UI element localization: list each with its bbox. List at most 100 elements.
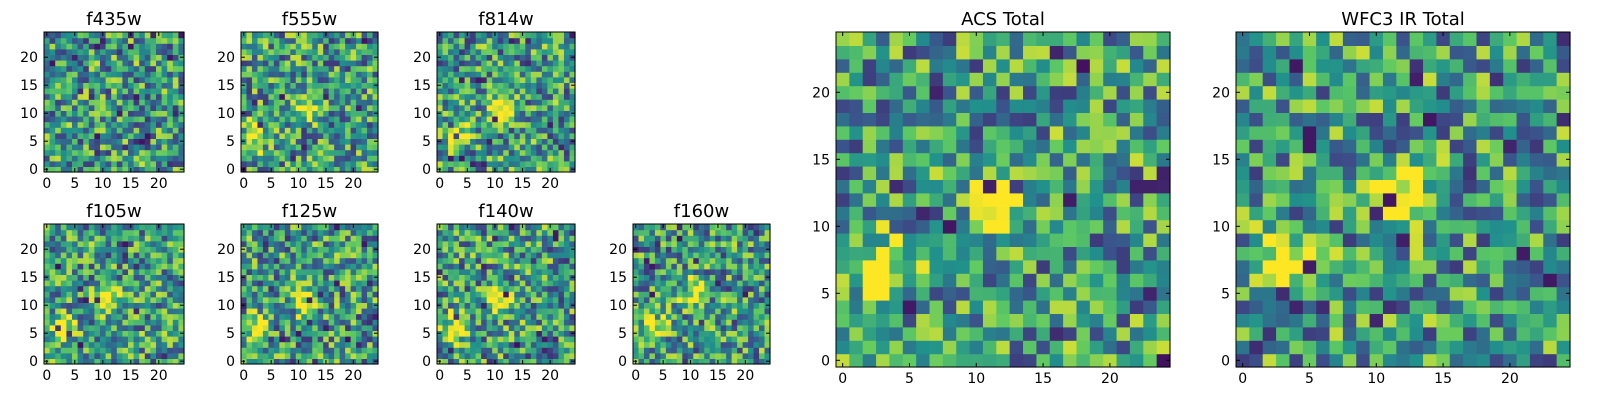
heatmap-cell [133,313,140,320]
heatmap-cell [284,257,291,264]
heatmap-cell [737,235,744,242]
heatmap-cell [929,273,944,288]
heatmap-cell [1143,179,1158,194]
heatmap-cell [167,224,174,231]
heatmap-cell [279,48,286,55]
heatmap-cell [100,308,107,315]
heatmap-cell [1036,246,1051,261]
heatmap-cell [44,341,51,348]
heatmap-cell [161,308,168,315]
heatmap-cell [558,347,565,354]
heatmap-cell [475,229,482,236]
heatmap-cell [643,296,651,303]
heatmap-cell [541,358,548,365]
heatmap-cell [144,54,151,61]
heatmap-cell [649,336,656,343]
heatmap-cell [558,160,565,167]
heatmap-cell [737,324,744,331]
heatmap-cell [541,71,548,78]
heatmap-cell [459,313,466,320]
heatmap-cell [547,268,554,275]
heatmap-cell [262,240,269,247]
heatmap-cell [665,313,672,320]
heatmap-cell [111,43,118,50]
heatmap-cell [356,76,363,83]
heatmap-cell [83,32,90,39]
heatmap-cell [83,160,90,167]
heatmap-cell [372,308,379,315]
heatmap-cell [503,127,510,134]
heatmap-cell [503,341,510,348]
heatmap-cell [558,235,565,242]
heatmap-cell [1009,300,1024,314]
heatmap-cell [682,285,689,292]
heatmap-cell [116,82,123,89]
heatmap-cell [161,166,168,173]
heatmap-cell [350,319,357,326]
heatmap-cell [753,302,760,309]
heatmap-cell [367,319,374,326]
heatmap-cell [251,60,259,67]
heatmap-cell [156,144,163,151]
heatmap-cell [514,48,521,55]
heatmap-cell [876,273,891,288]
heatmap-cell [442,252,449,259]
heatmap-cell [323,127,330,134]
heatmap-cell [273,121,280,128]
heatmap-cell [111,88,118,95]
heatmap-cell [251,110,259,117]
heatmap-cell [290,240,297,247]
heatmap-cell [459,319,466,326]
heatmap-cell [660,324,667,331]
heatmap-cell [306,274,313,281]
x-tick-label: 15 [514,176,532,192]
heatmap-cell [508,308,515,315]
heatmap-cell [742,229,749,236]
heatmap-cell [372,229,379,236]
heatmap-cell [759,302,766,309]
heatmap-cell [167,82,174,89]
heatmap-cell [536,274,543,281]
heatmap-cell [552,149,560,156]
heatmap-cell [759,336,766,343]
heatmap-cell [508,121,515,128]
heatmap-cell [929,326,944,341]
heatmap-cell [547,160,554,167]
heatmap-cell [257,104,264,111]
heatmap-cell [1049,179,1064,194]
heatmap-cell [1156,179,1171,194]
heatmap-cell [328,285,335,292]
heatmap-cell [257,93,264,100]
heatmap-cell [497,65,504,72]
heatmap-cell [339,116,346,123]
heatmap-cell [49,166,56,173]
heatmap-cell [295,60,302,67]
heatmap-cell [94,280,101,287]
heatmap-cell [508,132,515,139]
heatmap-cell [139,76,146,83]
heatmap-cell [969,179,984,194]
heatmap-cell [139,32,146,39]
heatmap-cell [251,82,259,89]
heatmap-cell [643,341,651,348]
heatmap-cell [323,324,330,331]
heatmap-cell [486,32,493,39]
heatmap-cell [726,263,733,270]
heatmap-cell [328,252,335,259]
heatmap-cell [156,268,163,275]
heatmap-cell [312,138,319,145]
heatmap-cell [638,257,645,264]
heatmap-cell [88,274,95,281]
heatmap-cell [55,246,62,253]
heatmap-cell [1156,286,1171,301]
heatmap-cell [503,121,510,128]
heatmap-cell [525,324,532,331]
heatmap-cell [737,240,744,247]
heatmap-cell [339,291,346,298]
heatmap-cell [317,93,324,100]
x-tick-label: 10 [486,368,504,384]
heatmap-cell [459,65,466,72]
heatmap-cell [481,347,488,354]
heatmap-cell [49,268,56,275]
heatmap-cell [956,166,971,180]
